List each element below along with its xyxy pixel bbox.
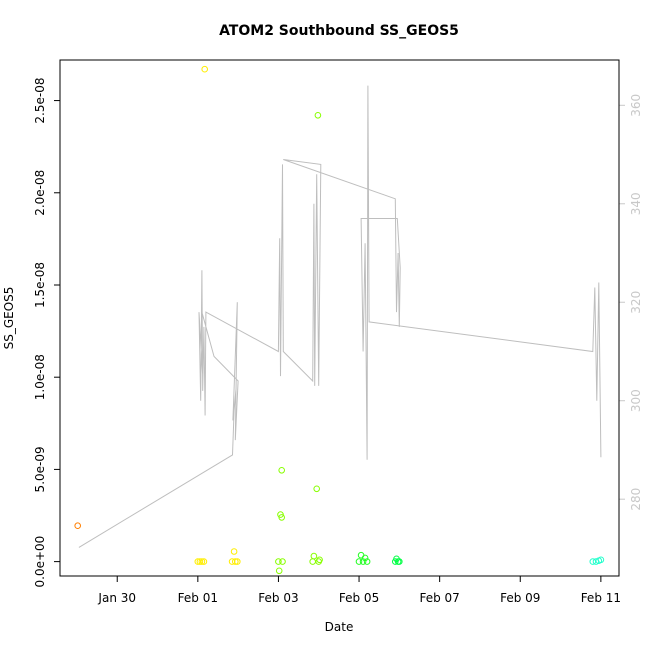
data-point <box>279 558 286 565</box>
data-point <box>361 554 369 562</box>
data-point <box>232 558 239 565</box>
axis-layer: Jan 30 Feb 01 Feb 03 Feb 05 Feb 07 Feb 09 Feb … <box>33 78 643 605</box>
x-tick-label: Feb 07 <box>419 591 459 605</box>
y-tick-label: 1.0e-08 <box>33 354 47 400</box>
data-point <box>310 552 318 560</box>
data-point <box>74 522 81 530</box>
x-tick-label: Feb 11 <box>581 591 621 605</box>
data-point <box>589 558 597 565</box>
series-line <box>78 85 602 548</box>
right-tick-label: 300 <box>629 389 643 412</box>
y-tick-label: 2.5e-08 <box>33 78 47 124</box>
x-tick-label: Feb 03 <box>258 591 298 605</box>
x-tick-label: Feb 01 <box>178 591 218 605</box>
x-tick-label: Feb 09 <box>500 591 540 605</box>
y-tick-label: 2.0e-08 <box>33 170 47 216</box>
data-point <box>597 556 605 564</box>
data-point <box>278 467 286 474</box>
plot-frame <box>59 59 620 577</box>
x-axis-label: Date <box>325 620 354 634</box>
y-tick-label: 0.0e+00 <box>33 536 47 588</box>
data-point <box>314 112 322 119</box>
y-axis-label: SS_GEOS5 <box>2 287 16 350</box>
x-tick-label: Jan 30 <box>97 591 136 605</box>
data-point <box>198 558 206 565</box>
data-point <box>363 558 371 565</box>
y-tick-label: 1.5e-08 <box>33 262 47 308</box>
data-point <box>196 558 204 565</box>
data-point <box>355 558 363 565</box>
right-tick-label: 360 <box>629 94 643 117</box>
right-tick-label: 280 <box>629 488 643 511</box>
data-point <box>201 65 208 73</box>
data-point <box>278 514 286 521</box>
line-series-layer <box>78 85 602 548</box>
y-tick-label: 5.0e-09 <box>33 446 47 492</box>
data-point <box>275 558 282 565</box>
data-point <box>275 567 283 575</box>
points-layer <box>74 65 605 575</box>
chart-title: ATOM2 Southbound SS_GEOS5 <box>219 23 459 39</box>
data-point <box>357 551 365 559</box>
data-point <box>200 558 208 565</box>
data-point <box>230 548 238 555</box>
data-point <box>359 558 367 565</box>
data-point <box>309 558 317 565</box>
right-tick-label: 340 <box>629 192 643 215</box>
data-point <box>234 558 241 565</box>
data-point <box>313 485 321 493</box>
data-point <box>396 558 403 565</box>
x-tick-label: Feb 05 <box>339 591 379 605</box>
right-tick-label: 320 <box>629 291 643 314</box>
data-point <box>316 556 323 564</box>
